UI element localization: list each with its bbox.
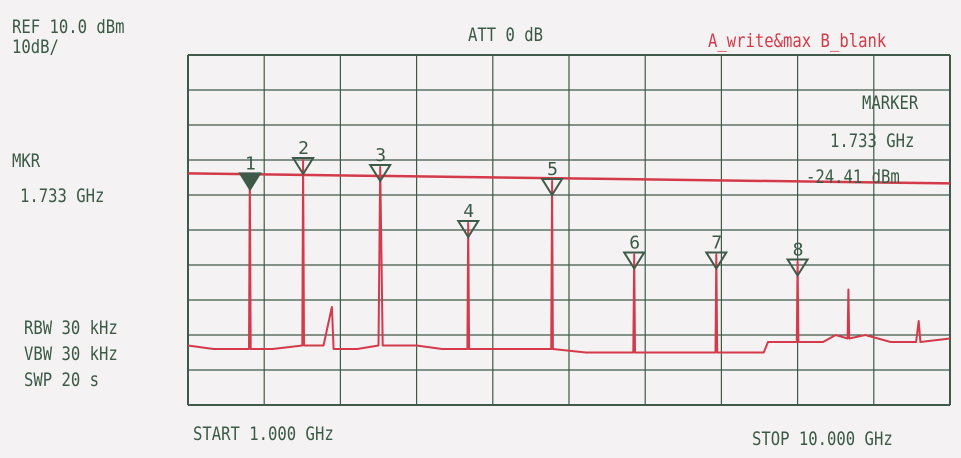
marker-3-label: 3 bbox=[375, 145, 386, 166]
sweep-time: SWP 20 s bbox=[24, 369, 100, 391]
marker-readout-level: -24.41 dBm bbox=[806, 166, 900, 188]
trace-mode: A_write&max B_blank bbox=[708, 30, 887, 52]
marker-4-label: 4 bbox=[463, 201, 474, 222]
marker-5-triangle bbox=[540, 178, 564, 197]
marker-4-triangle bbox=[456, 220, 481, 239]
marker-6-triangle bbox=[622, 251, 646, 271]
marker-5-label: 5 bbox=[547, 159, 558, 180]
graticule bbox=[187, 54, 951, 406]
stop-frequency: STOP 10.000 GHz bbox=[752, 428, 893, 450]
marker-7-triangle bbox=[704, 251, 729, 271]
marker-label: MKR bbox=[12, 150, 41, 172]
marker-7-label: 7 bbox=[711, 233, 722, 254]
marker-8-label: 8 bbox=[793, 240, 804, 261]
marker-readout-title: MARKER bbox=[862, 92, 919, 114]
marker-2-label: 2 bbox=[298, 138, 309, 159]
marker-group: 1 2 3 4 5 6 7 8 bbox=[238, 138, 810, 278]
marker-3-triangle bbox=[368, 164, 392, 183]
trace-a bbox=[187, 159, 951, 354]
marker-6-label: 6 bbox=[629, 233, 640, 254]
resolution-bandwidth: RBW 30 kHz bbox=[24, 317, 118, 339]
attenuation: ATT 0 dB bbox=[468, 24, 544, 46]
display-line bbox=[187, 172, 951, 185]
marker-1-label: 1 bbox=[245, 153, 256, 174]
start-frequency: START 1.000 GHz bbox=[193, 423, 334, 445]
marker-readout-frequency: 1.733 GHz bbox=[830, 130, 915, 152]
marker-8-triangle bbox=[785, 258, 810, 278]
marker-1-triangle bbox=[238, 172, 262, 192]
marker-frequency: 1.733 GHz bbox=[20, 185, 105, 207]
reference-level: REF 10.0 dBm bbox=[12, 16, 125, 38]
marker-2-triangle bbox=[291, 157, 315, 176]
scale-per-division: 10dB/ bbox=[12, 36, 59, 58]
video-bandwidth: VBW 30 kHz bbox=[24, 343, 118, 365]
